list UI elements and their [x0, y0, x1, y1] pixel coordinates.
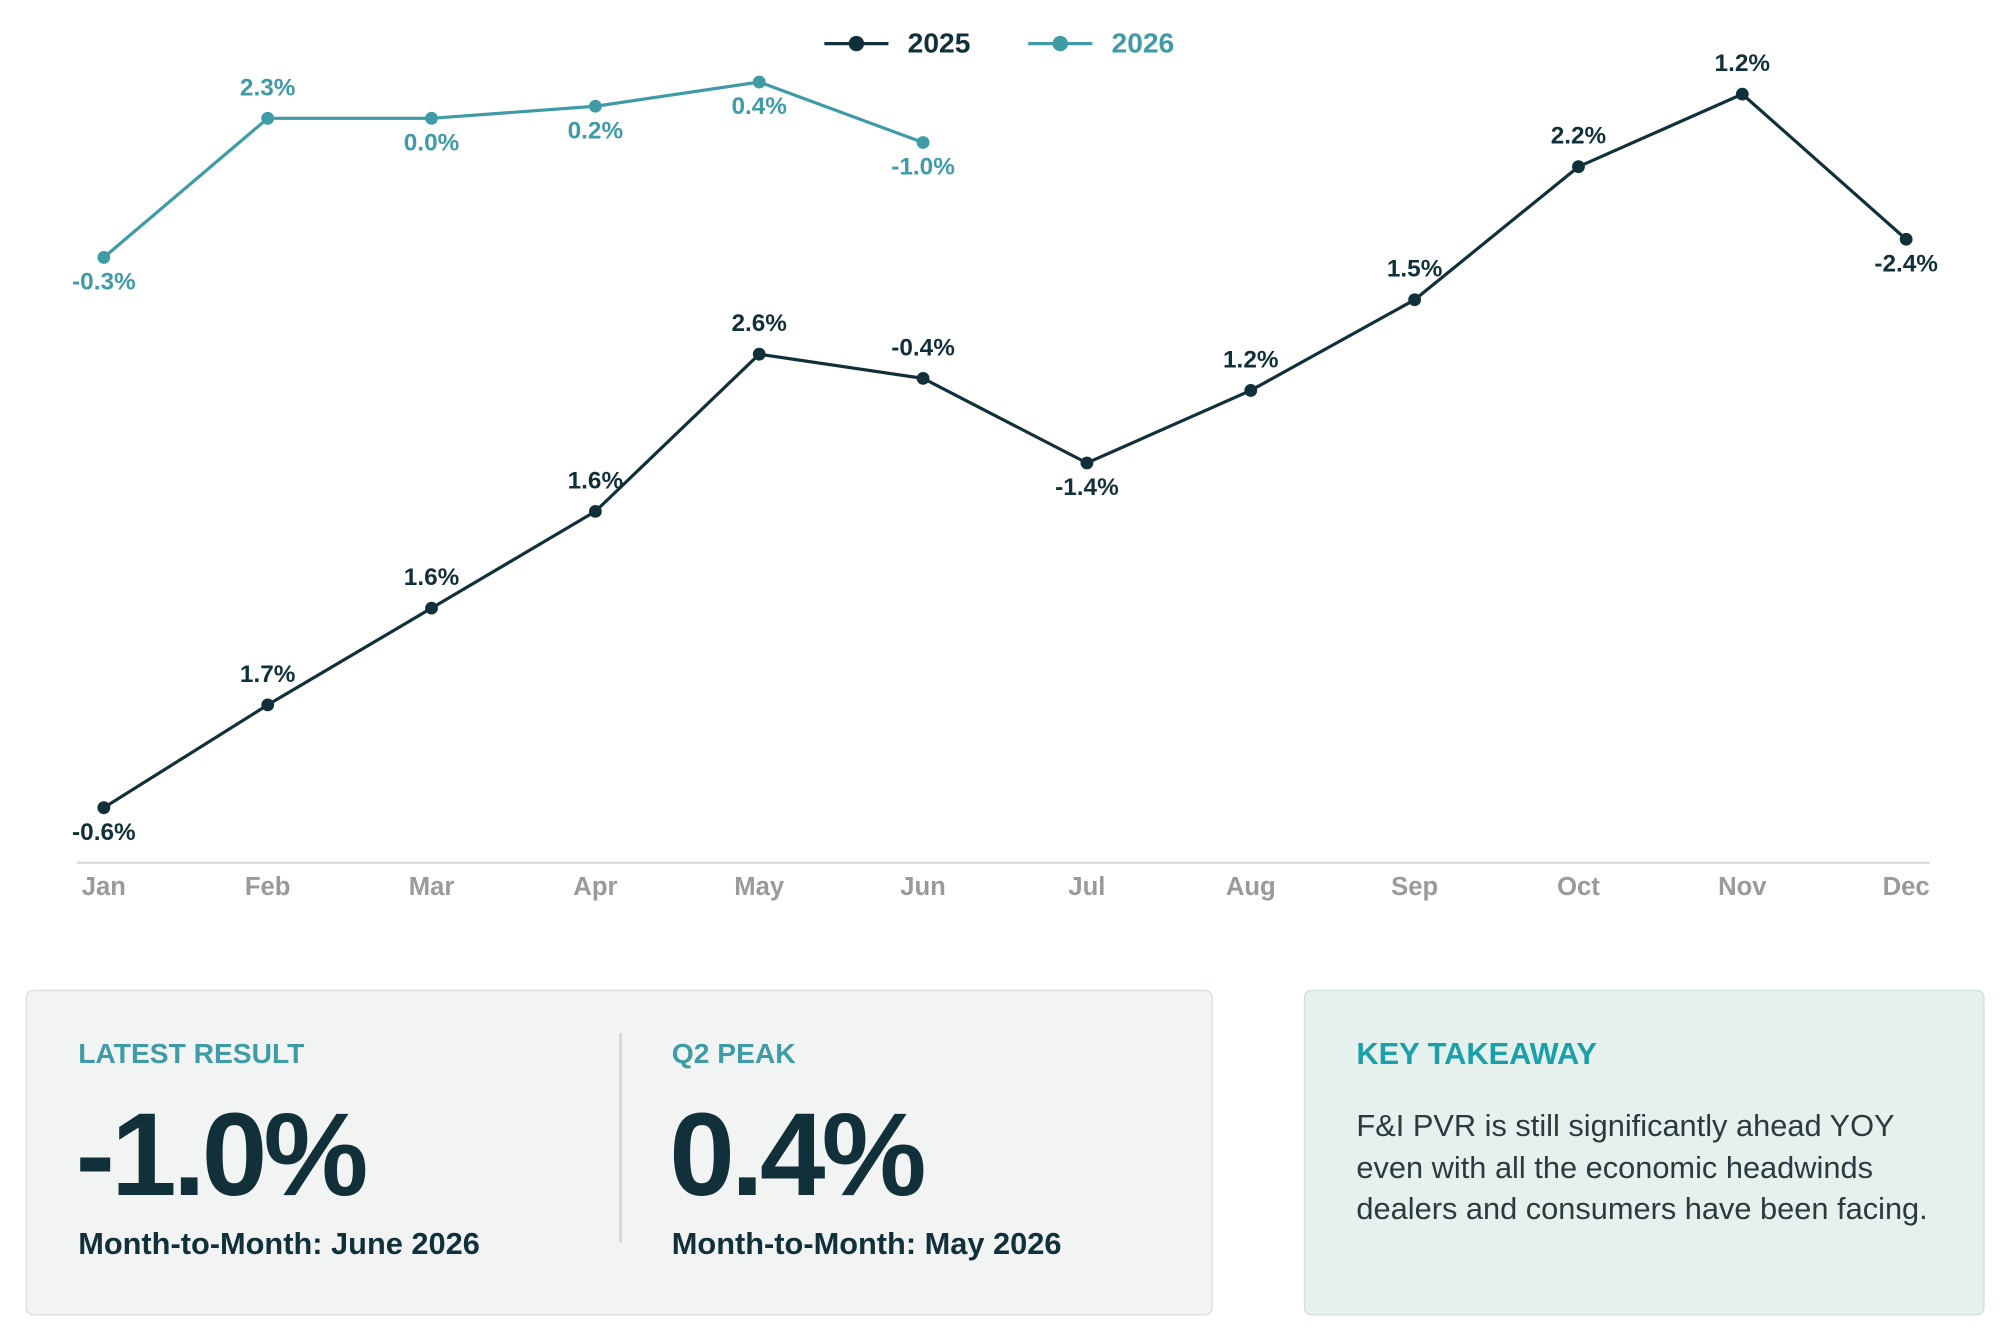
legend-dot	[1052, 35, 1068, 52]
chart: Jan Feb Mar Apr May Jun Jul Aug Sep Oct Nov Dec -0.6…	[72, 26, 1938, 901]
x-tick-label: Jan	[82, 873, 126, 901]
x-tick-label: Sep	[1391, 873, 1438, 901]
data-label: 2.2%	[1551, 123, 1607, 150]
results-card: LATEST RESULT -1.0% Month-to-Month: June…	[25, 989, 1213, 1316]
point	[97, 251, 111, 264]
data-label: 0.4%	[731, 93, 787, 120]
point	[588, 99, 602, 113]
card-caption: Month-to-Month: June 2026	[78, 1226, 480, 1262]
card-label: LATEST RESULT	[78, 1037, 305, 1070]
x-tick-label: May	[734, 873, 785, 901]
card-value: -1.0%	[75, 1089, 369, 1221]
point	[752, 75, 766, 89]
point	[1899, 232, 1913, 246]
data-label: 1.7%	[240, 661, 295, 688]
point	[1244, 384, 1258, 397]
data-label: 1.2%	[1715, 50, 1771, 77]
takeaway-text: F&I PVR is still significantly ahead YOY…	[1356, 1108, 1928, 1227]
point	[97, 801, 111, 815]
point	[261, 698, 275, 712]
takeaway-card: KEY TAKEAWAY F&I PVR is still significan…	[1303, 989, 1985, 1316]
series-line	[102, 92, 1908, 810]
x-tick-label: Aug	[1226, 873, 1276, 901]
x-tick-label: Mar	[409, 873, 455, 901]
divider	[619, 1033, 622, 1243]
series-line	[102, 80, 924, 259]
data-label: 0.2%	[568, 117, 624, 144]
x-tick-label: Jun	[900, 873, 946, 901]
x-tick-label: Jul	[1068, 873, 1105, 901]
point	[1572, 160, 1585, 174]
data-label: -2.4%	[1874, 250, 1938, 277]
data-label: -0.3%	[72, 268, 136, 295]
data-label: 1.6%	[568, 467, 624, 494]
data-label: -1.4%	[1055, 474, 1119, 501]
data-label: 2.3%	[240, 74, 295, 101]
data-label: -0.6%	[72, 819, 136, 846]
card-label: Q2 PEAK	[671, 1037, 796, 1070]
x-tick-label: Apr	[573, 873, 617, 901]
point	[588, 504, 602, 518]
card-caption: Month-to-Month: May 2026	[671, 1226, 1062, 1262]
point	[261, 111, 275, 125]
x-tick-label: Feb	[245, 873, 291, 901]
point	[1080, 456, 1094, 470]
data-label: 1.6%	[404, 564, 459, 591]
point	[425, 601, 438, 615]
point	[1408, 293, 1422, 307]
legend-dot	[848, 35, 865, 52]
data-label: -1.0%	[891, 154, 955, 181]
x-tick-label: Dec	[1883, 873, 1930, 901]
point	[916, 371, 930, 385]
data-label: 1.2%	[1223, 346, 1278, 373]
x-tick-label: Oct	[1557, 873, 1600, 901]
data-label: -0.4%	[891, 334, 955, 361]
point	[425, 111, 438, 125]
data-label: 1.5%	[1387, 256, 1443, 283]
legend-label: 2026	[1112, 26, 1175, 58]
card-value: 0.4%	[669, 1089, 926, 1221]
point	[1735, 87, 1749, 101]
legend-label: 2025	[908, 26, 971, 58]
data-label: 0.0%	[404, 129, 459, 156]
point	[916, 136, 930, 149]
takeaway-title: KEY TAKEAWAY	[1356, 1037, 1597, 1072]
x-tick-label: Nov	[1718, 873, 1767, 901]
point	[752, 347, 766, 361]
data-label: 2.6%	[731, 310, 787, 337]
